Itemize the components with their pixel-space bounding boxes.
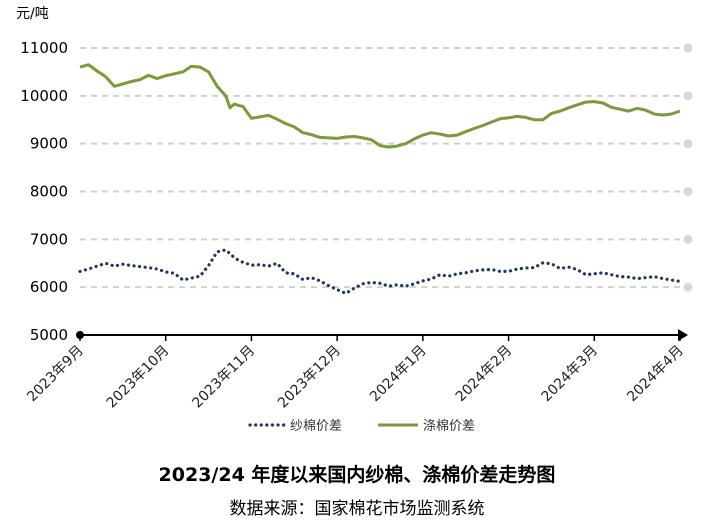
y-axis-ticks: 5000 6000 7000 8000 9000 10000 11000: [20, 39, 68, 344]
axes: [76, 329, 688, 341]
grid-lines: [80, 43, 693, 292]
grid-end-dot: [683, 187, 693, 196]
x-tick-label: 2023年9月: [24, 343, 87, 406]
series-poly-cotton-line: [79, 63, 681, 149]
x-tick-label: 2024年1月: [367, 343, 430, 406]
y-tick-label: 7000: [30, 230, 68, 248]
grid-end-dot: [683, 43, 693, 53]
x-tick-label: 2024年4月: [624, 343, 687, 406]
grid-end-dot: [683, 139, 693, 149]
y-tick-label: 11000: [20, 39, 68, 57]
y-tick-label: 9000: [30, 135, 68, 153]
y-tick-label: 5000: [30, 326, 68, 344]
legend: 纱棉价差 涤棉价差: [248, 419, 475, 434]
grid-end-dot: [683, 234, 693, 244]
legend-label-yarn: 纱棉价差: [290, 419, 342, 434]
y-tick-label: 10000: [20, 87, 68, 105]
x-tick-label: 2023年11月: [189, 343, 258, 412]
series-yarn-cotton-line: [78, 248, 682, 296]
x-axis-ticks: 2023年9月 2023年10月 2023年11月 2023年12月 2024年1月 20…: [24, 335, 687, 411]
x-tick-label: 2024年3月: [539, 343, 602, 406]
grid-end-dot: [683, 282, 693, 292]
unit-label: 元/吨: [16, 6, 49, 22]
grid-end-dot: [683, 91, 693, 101]
data-source: 数据来源：国家棉花市场监测系统: [229, 499, 485, 519]
y-tick-label: 6000: [30, 278, 68, 296]
chart-title: 2023/24 年度以来国内纱棉、涤棉价差走势图: [158, 464, 556, 486]
x-tick-label: 2024年2月: [453, 343, 516, 406]
series-group: [78, 63, 682, 296]
legend-label-poly: 涤棉价差: [423, 419, 475, 434]
x-tick-label: 2023年12月: [275, 343, 344, 412]
x-tick-label: 2023年10月: [104, 343, 173, 412]
y-tick-label: 8000: [30, 183, 68, 201]
